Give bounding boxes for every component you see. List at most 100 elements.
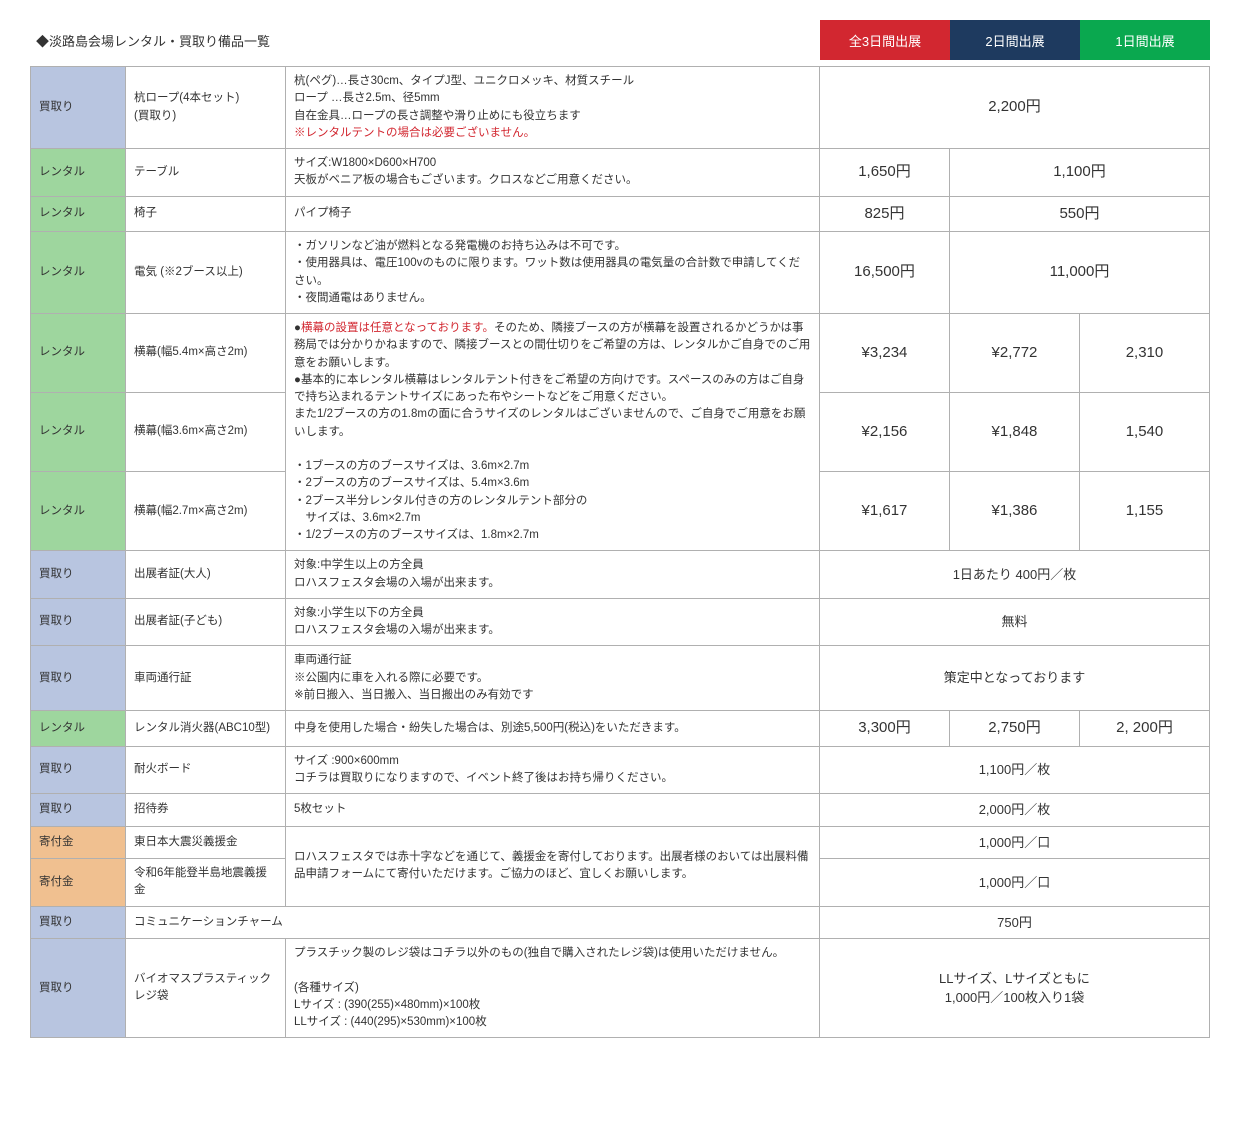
price-cell: 750円: [819, 906, 1209, 939]
table-row: 買取り コミュニケーションチャーム 750円: [31, 906, 1210, 939]
type-cell: レンタル: [31, 314, 126, 393]
price-cell: 11,000円: [949, 232, 1209, 314]
desc-cell: サイズ :900×600mm コチラは買取りになりますので、イベント終了後はお持…: [286, 746, 820, 794]
desc-text: ・1ブースの方のブースサイズは、3.6m×2.7m ・2ブースの方のブースサイズ…: [294, 460, 587, 541]
price-cell: ¥3,234: [819, 314, 949, 393]
page-title: ◆淡路島会場レンタル・買取り備品一覧: [30, 31, 820, 60]
price-cell: 16,500円: [819, 232, 949, 314]
price-cell: 2, 200円: [1079, 711, 1209, 747]
table-row: 買取り 耐火ボード サイズ :900×600mm コチラは買取りになりますので、…: [31, 746, 1210, 794]
item-cell: 出展者証(子ども): [126, 598, 286, 646]
desc-text: ●基本的に本レンタル横幕はレンタルテント付きをご希望の方向けです。スペースのみの…: [294, 374, 805, 438]
equipment-table: 買取り 杭ロープ(4本セット) (買取り) 杭(ペグ)…長さ30cm、タイプJ型…: [30, 66, 1210, 1038]
type-cell: 買取り: [31, 551, 126, 599]
item-cell: 出展者証(大人): [126, 551, 286, 599]
tab-3day: 全3日間出展: [820, 20, 950, 60]
table-row: レンタル 電気 (※2ブース以上) ・ガソリンなど油が燃料となる発電機のお持ち込…: [31, 232, 1210, 314]
price-cell: 1,100円: [949, 149, 1209, 197]
type-cell: レンタル: [31, 232, 126, 314]
type-cell: レンタル: [31, 196, 126, 232]
desc-warning: 横幕の設置は任意となっております。: [301, 322, 494, 334]
table-row: 買取り 出展者証(子ども) 対象:小学生以下の方全員 ロハスフェスタ会場の入場が…: [31, 598, 1210, 646]
type-cell: 買取り: [31, 67, 126, 149]
item-cell: 令和6年能登半島地震義援金: [126, 859, 286, 907]
type-cell: レンタル: [31, 393, 126, 472]
type-cell: レンタル: [31, 472, 126, 551]
price-cell: 1日あたり 400円／枚: [819, 551, 1209, 599]
table-row: レンタル テーブル サイズ:W1800×D600×H700 天板がベニア板の場合…: [31, 149, 1210, 197]
item-cell: バイオマスプラスティック レジ袋: [126, 939, 286, 1038]
type-cell: 買取り: [31, 646, 126, 711]
item-cell: コミュニケーションチャーム: [126, 906, 820, 939]
desc-text: ●: [294, 322, 301, 334]
item-cell: 横幕(幅5.4m×高さ2m): [126, 314, 286, 393]
table-row: レンタル レンタル消火器(ABC10型) 中身を使用した場合・紛失した場合は、別…: [31, 711, 1210, 747]
desc-cell: サイズ:W1800×D600×H700 天板がベニア板の場合もございます。クロス…: [286, 149, 820, 197]
item-cell: 椅子: [126, 196, 286, 232]
tab-1day: 1日間出展: [1080, 20, 1210, 60]
price-cell: 1,000円／口: [819, 859, 1209, 907]
price-cell: 2,000円／枚: [819, 794, 1209, 827]
type-cell: レンタル: [31, 711, 126, 747]
type-cell: レンタル: [31, 149, 126, 197]
table-row: レンタル 横幕(幅5.4m×高さ2m) ●横幕の設置は任意となっております。その…: [31, 314, 1210, 393]
desc-cell: 対象:小学生以下の方全員 ロハスフェスタ会場の入場が出来ます。: [286, 598, 820, 646]
desc-cell: 車両通行証 ※公園内に車を入れる際に必要です。 ※前日搬入、当日搬入、当日搬出の…: [286, 646, 820, 711]
table-row: 買取り 出展者証(大人) 対象:中学生以上の方全員 ロハスフェスタ会場の入場が出…: [31, 551, 1210, 599]
item-cell: テーブル: [126, 149, 286, 197]
price-cell: 2,200円: [819, 67, 1209, 149]
desc-cell: 5枚セット: [286, 794, 820, 827]
desc-cell: ●横幕の設置は任意となっております。そのため、隣接ブースの方が横幕を設置されるか…: [286, 314, 820, 551]
desc-text: 杭(ペグ)…長さ30cm、タイプJ型、ユニクロメッキ、材質スチール ロープ …長…: [294, 75, 634, 122]
table-row: 買取り 車両通行証 車両通行証 ※公園内に車を入れる際に必要です。 ※前日搬入、…: [31, 646, 1210, 711]
table-row: レンタル 椅子 パイプ椅子 825円 550円: [31, 196, 1210, 232]
desc-cell: パイプ椅子: [286, 196, 820, 232]
tab-2day: 2日間出展: [950, 20, 1080, 60]
table-row: 買取り バイオマスプラスティック レジ袋 プラスチック製のレジ袋はコチラ以外のも…: [31, 939, 1210, 1038]
item-cell: 横幕(幅3.6m×高さ2m): [126, 393, 286, 472]
price-cell: ¥2,772: [949, 314, 1079, 393]
type-cell: 買取り: [31, 906, 126, 939]
item-cell: 電気 (※2ブース以上): [126, 232, 286, 314]
price-cell: 2,750円: [949, 711, 1079, 747]
price-cell: 2,310: [1079, 314, 1209, 393]
type-cell: 買取り: [31, 598, 126, 646]
price-cell: 1,650円: [819, 149, 949, 197]
price-cell: 無料: [819, 598, 1209, 646]
item-cell: 横幕(幅2.7m×高さ2m): [126, 472, 286, 551]
price-cell: 1,100円／枚: [819, 746, 1209, 794]
type-cell: 寄付金: [31, 826, 126, 859]
price-cell: 3,300円: [819, 711, 949, 747]
header-row: ◆淡路島会場レンタル・買取り備品一覧 全3日間出展 2日間出展 1日間出展: [30, 20, 1210, 60]
item-cell: レンタル消火器(ABC10型): [126, 711, 286, 747]
item-cell: 杭ロープ(4本セット) (買取り): [126, 67, 286, 149]
item-cell: 車両通行証: [126, 646, 286, 711]
price-cell: 1,155: [1079, 472, 1209, 551]
type-cell: 買取り: [31, 746, 126, 794]
type-cell: 寄付金: [31, 859, 126, 907]
table-row: 買取り 招待券 5枚セット 2,000円／枚: [31, 794, 1210, 827]
price-cell: ¥1,386: [949, 472, 1079, 551]
table-row: 買取り 杭ロープ(4本セット) (買取り) 杭(ペグ)…長さ30cm、タイプJ型…: [31, 67, 1210, 149]
desc-cell: ・ガソリンなど油が燃料となる発電機のお持ち込みは不可です。 ・使用器具は、電圧1…: [286, 232, 820, 314]
price-cell: LLサイズ、Lサイズともに 1,000円／100枚入り1袋: [819, 939, 1209, 1038]
desc-cell: 中身を使用した場合・紛失した場合は、別途5,500円(税込)をいただきます。: [286, 711, 820, 747]
item-cell: 東日本大震災義援金: [126, 826, 286, 859]
price-cell: 1,540: [1079, 393, 1209, 472]
tabs: 全3日間出展 2日間出展 1日間出展: [820, 20, 1210, 60]
price-cell: ¥2,156: [819, 393, 949, 472]
item-cell: 招待券: [126, 794, 286, 827]
price-cell: ¥1,617: [819, 472, 949, 551]
price-cell: 550円: [949, 196, 1209, 232]
desc-cell: 対象:中学生以上の方全員 ロハスフェスタ会場の入場が出来ます。: [286, 551, 820, 599]
desc-warning: ※レンタルテントの場合は必要ございません。: [294, 127, 535, 139]
price-cell: ¥1,848: [949, 393, 1079, 472]
price-cell: 1,000円／口: [819, 826, 1209, 859]
price-cell: 825円: [819, 196, 949, 232]
desc-cell: 杭(ペグ)…長さ30cm、タイプJ型、ユニクロメッキ、材質スチール ロープ …長…: [286, 67, 820, 149]
price-cell: 策定中となっております: [819, 646, 1209, 711]
type-cell: 買取り: [31, 939, 126, 1038]
item-cell: 耐火ボード: [126, 746, 286, 794]
desc-cell: ロハスフェスタでは赤十字などを通じて、義援金を寄付しております。出展者様のおいて…: [286, 826, 820, 906]
type-cell: 買取り: [31, 794, 126, 827]
